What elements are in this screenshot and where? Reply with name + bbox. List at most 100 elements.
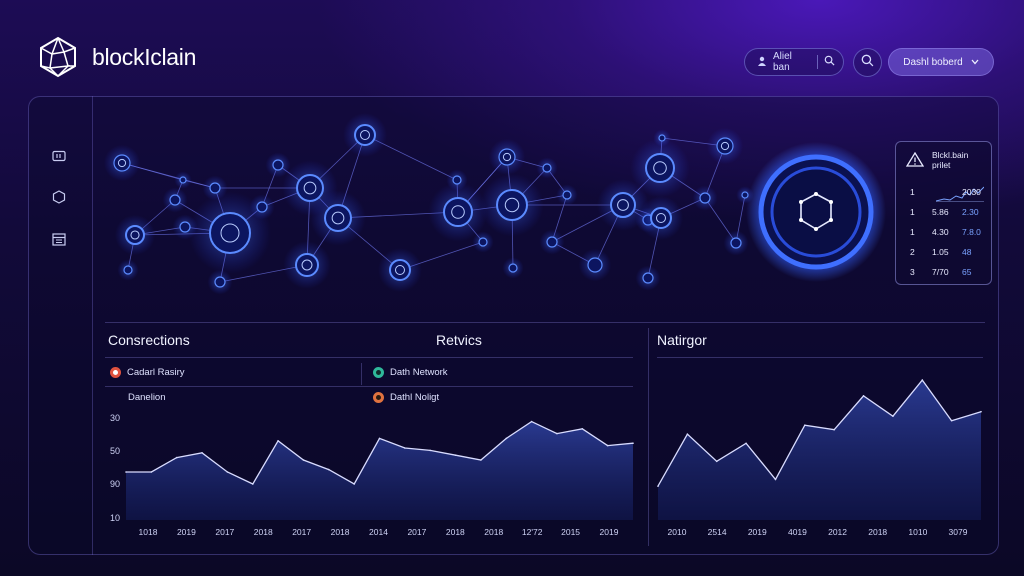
price-table-row: 3 7/70 65 bbox=[910, 267, 986, 277]
dashboard-dropdown-button[interactable]: Dashl boberd bbox=[888, 48, 994, 76]
price-cell: 3 bbox=[910, 267, 915, 277]
data-point[interactable] bbox=[715, 460, 718, 463]
blockchain-hub-node[interactable] bbox=[746, 142, 886, 282]
section-divider bbox=[105, 322, 985, 323]
search-icon[interactable] bbox=[824, 55, 835, 69]
network-node[interactable] bbox=[378, 248, 422, 292]
network-node[interactable] bbox=[578, 248, 612, 282]
network-node[interactable] bbox=[265, 152, 291, 178]
data-point[interactable] bbox=[353, 483, 355, 485]
card-title: Blckl.bain prilet bbox=[932, 150, 969, 170]
x-tick-label: 2019 bbox=[176, 527, 196, 537]
network-node[interactable] bbox=[103, 144, 141, 182]
network-node[interactable] bbox=[536, 157, 558, 179]
network-node[interactable] bbox=[283, 241, 331, 289]
data-point[interactable] bbox=[480, 459, 482, 461]
warning-icon bbox=[905, 151, 925, 172]
legend-item-cadarl-rasiry[interactable]: Cadarl Rasiry bbox=[110, 367, 185, 378]
network-node[interactable] bbox=[653, 129, 671, 147]
network-node[interactable] bbox=[114, 214, 156, 256]
price-cell: 2.30 bbox=[962, 207, 979, 217]
data-point[interactable] bbox=[657, 485, 659, 487]
data-point[interactable] bbox=[862, 395, 865, 397]
legend-item-dath-network[interactable]: Dath Network bbox=[373, 367, 448, 378]
data-point[interactable] bbox=[201, 452, 203, 454]
data-point[interactable] bbox=[686, 433, 689, 436]
legend-divider bbox=[361, 363, 362, 385]
price-table-row: 1 4.30 7.8.0 bbox=[910, 227, 986, 237]
network-node[interactable] bbox=[428, 182, 488, 242]
data-point[interactable] bbox=[429, 449, 432, 452]
data-point[interactable] bbox=[774, 478, 777, 481]
network-node[interactable] bbox=[635, 265, 661, 291]
data-point[interactable] bbox=[328, 468, 330, 471]
network-node[interactable] bbox=[639, 196, 683, 240]
legend-item-dathl-noligt[interactable]: Dathl Noligt bbox=[373, 392, 439, 403]
data-point[interactable] bbox=[505, 437, 508, 440]
data-point[interactable] bbox=[251, 483, 254, 485]
network-node[interactable] bbox=[502, 257, 524, 279]
network-node[interactable] bbox=[630, 138, 690, 198]
data-point[interactable] bbox=[226, 471, 229, 473]
data-point[interactable] bbox=[632, 442, 634, 444]
data-point[interactable] bbox=[980, 410, 982, 413]
search-button[interactable] bbox=[853, 48, 882, 77]
app-logo[interactable]: blockIclain bbox=[38, 36, 196, 78]
network-node[interactable] bbox=[174, 171, 192, 189]
network-node[interactable] bbox=[472, 231, 494, 253]
network-node[interactable] bbox=[706, 127, 744, 165]
blockchain-price-card[interactable]: Blckl.bain prilet 1 2030 1 5.86 2.30 1 4.30 7.8… bbox=[895, 141, 992, 285]
data-point[interactable] bbox=[175, 456, 178, 459]
data-point[interactable] bbox=[745, 442, 747, 445]
network-node[interactable] bbox=[162, 187, 188, 213]
x-tick-label: 4019 bbox=[787, 527, 807, 537]
data-point[interactable] bbox=[581, 428, 584, 430]
data-point[interactable] bbox=[404, 447, 406, 449]
x-tick-label: 2017 bbox=[292, 527, 312, 537]
network-node[interactable] bbox=[692, 185, 718, 211]
data-point[interactable] bbox=[921, 379, 924, 381]
price-cell bbox=[932, 187, 962, 197]
price-table-row: 1 2030 bbox=[910, 187, 986, 197]
network-node[interactable] bbox=[539, 229, 565, 255]
data-point[interactable] bbox=[950, 419, 953, 422]
connections-title: Consrections bbox=[108, 332, 190, 348]
network-node[interactable] bbox=[189, 192, 271, 274]
data-point[interactable] bbox=[277, 440, 279, 442]
wallet-icon[interactable] bbox=[50, 147, 68, 165]
network-nodes bbox=[103, 113, 754, 295]
data-point[interactable] bbox=[150, 471, 153, 473]
price-cell: 48 bbox=[962, 247, 972, 257]
network-node[interactable] bbox=[556, 184, 578, 206]
network-node[interactable] bbox=[480, 173, 544, 237]
data-point[interactable] bbox=[302, 459, 305, 461]
network-node[interactable] bbox=[117, 259, 139, 281]
data-point[interactable] bbox=[556, 432, 558, 435]
header-divider-right bbox=[657, 357, 983, 358]
area-fill bbox=[658, 380, 981, 520]
y-tick-label: 10 bbox=[110, 513, 121, 523]
network-node[interactable] bbox=[343, 113, 387, 157]
hexagon-icon[interactable] bbox=[50, 188, 68, 206]
search-bar[interactable]: Aliel ban bbox=[744, 48, 844, 76]
x-tick-label: 2014 bbox=[369, 527, 388, 537]
data-point[interactable] bbox=[378, 437, 381, 440]
data-point[interactable] bbox=[892, 415, 894, 417]
data-point[interactable] bbox=[833, 428, 835, 431]
ledger-icon[interactable] bbox=[50, 230, 68, 248]
network-node[interactable] bbox=[310, 190, 366, 246]
network-node[interactable] bbox=[488, 138, 526, 176]
data-point[interactable] bbox=[804, 424, 806, 426]
data-point[interactable] bbox=[606, 444, 609, 447]
network-node[interactable] bbox=[249, 194, 275, 220]
metrics-title: Retvics bbox=[436, 332, 482, 348]
data-point[interactable] bbox=[125, 471, 127, 473]
blockchain-logo-icon bbox=[40, 36, 76, 78]
network-node[interactable] bbox=[207, 269, 233, 295]
data-point[interactable] bbox=[454, 454, 457, 456]
network-node[interactable] bbox=[723, 230, 749, 256]
area-fill bbox=[126, 421, 633, 520]
data-point[interactable] bbox=[530, 420, 533, 423]
y-tick-label: 90 bbox=[110, 479, 121, 489]
green-dot-icon bbox=[373, 367, 384, 378]
